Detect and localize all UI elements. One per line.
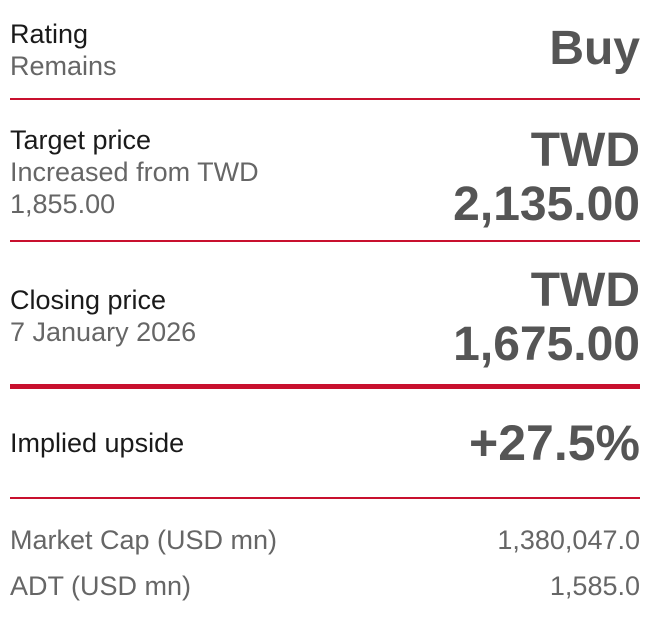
target-price-row: Target price Increased from TWD 1,855.00…: [10, 100, 640, 242]
metric-market-cap: Market Cap (USD mn) 1,380,047.0: [10, 517, 640, 563]
rating-sub: Remains: [10, 51, 117, 81]
rating-value: Buy: [549, 22, 640, 75]
metric-label: ADT (USD mn): [10, 570, 192, 601]
rating-row: Rating Remains Buy: [10, 0, 640, 100]
target-price-value-block: TWD 2,135.00: [453, 124, 640, 232]
stock-summary-panel: Rating Remains Buy Target price Increase…: [10, 0, 640, 609]
metric-value: 1,380,047.0: [497, 524, 640, 555]
closing-price-value-block: TWD 1,675.00: [453, 264, 640, 372]
target-price-labels: Target price Increased from TWD 1,855.00: [10, 124, 259, 220]
implied-upside-labels: Implied upside: [10, 427, 184, 459]
rating-labels: Rating Remains: [10, 18, 117, 82]
metric-label: Market Cap (USD mn): [10, 524, 278, 555]
metrics-list: Market Cap (USD mn) 1,380,047.0 ADT (USD…: [10, 517, 640, 609]
rating-label: Rating: [10, 19, 89, 49]
metric-adt: ADT (USD mn) 1,585.0: [10, 563, 640, 609]
target-price-label: Target price: [10, 125, 152, 155]
closing-price-labels: Closing price 7 January 2026: [10, 284, 196, 348]
closing-price-value: 1,675.00: [453, 318, 640, 371]
closing-price-currency: TWD: [530, 264, 640, 317]
target-price-currency: TWD: [530, 124, 640, 177]
closing-price-label: Closing price: [10, 285, 167, 315]
implied-upside-label: Implied upside: [10, 428, 185, 458]
target-price-value: 2,135.00: [453, 178, 640, 231]
closing-price-date: 7 January 2026: [10, 317, 197, 347]
target-price-sub-line1: Increased from TWD: [10, 157, 259, 187]
implied-upside-row: Implied upside +27.5%: [10, 389, 640, 499]
metric-value: 1,585.0: [549, 570, 640, 601]
closing-price-row: Closing price 7 January 2026 TWD 1,675.0…: [10, 242, 640, 389]
implied-upside-value: +27.5%: [469, 415, 640, 471]
target-price-sub-line2: 1,855.00: [10, 189, 116, 219]
